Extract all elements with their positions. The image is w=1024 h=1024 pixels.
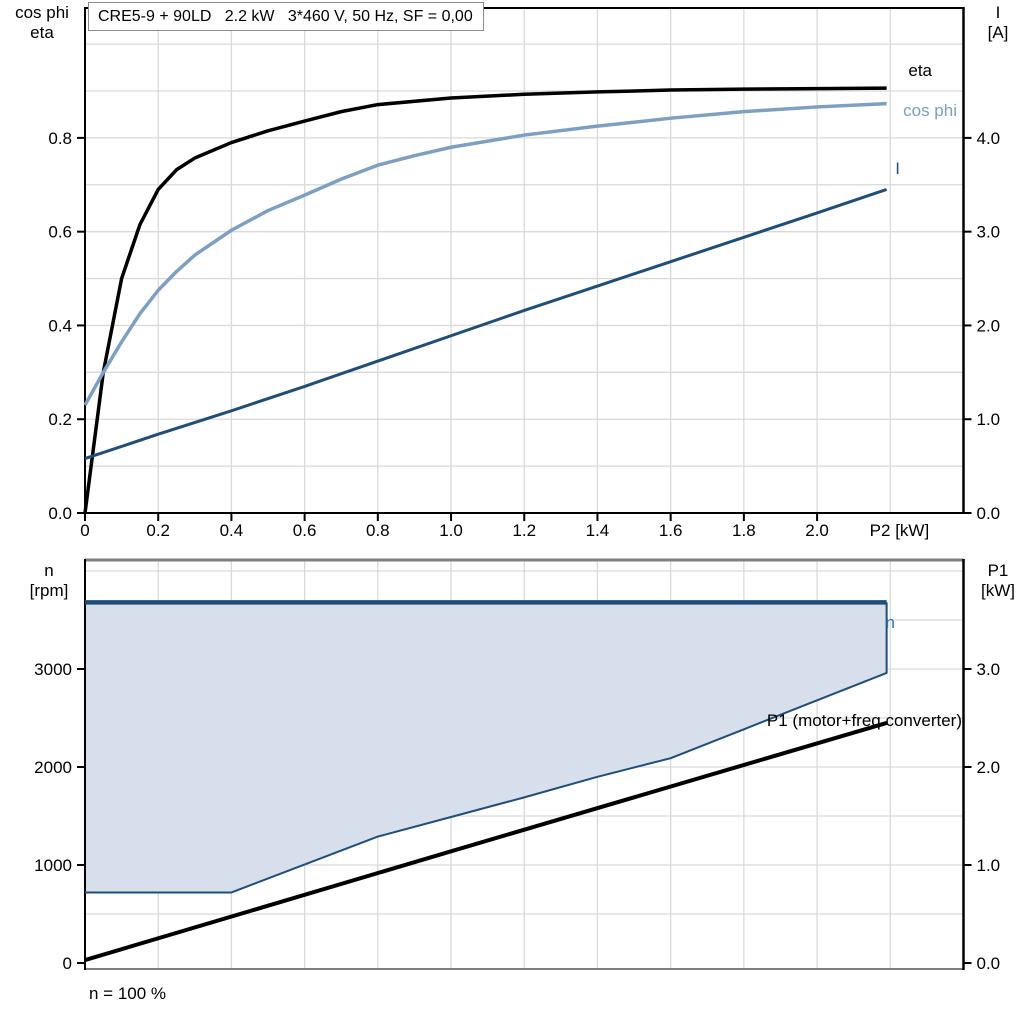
right-axis-tick-label: 2.0 bbox=[977, 758, 1001, 777]
series-i bbox=[84, 188, 888, 461]
eta-axis-label: eta bbox=[30, 23, 54, 42]
right-axis-tick-label: 1.0 bbox=[977, 856, 1001, 875]
top-left-axis-header: cos phi eta bbox=[4, 3, 80, 43]
eta-curve-label: eta bbox=[908, 61, 932, 80]
p1-axis-label: P1 bbox=[987, 561, 1009, 580]
right-axis-tick-label: 2.0 bbox=[977, 316, 1001, 335]
right-axis-tick-label: 0.0 bbox=[977, 954, 1001, 973]
current-axis-label: I bbox=[995, 3, 1001, 22]
x-axis-tick-label: 1.6 bbox=[659, 521, 683, 540]
left-axis-tick-label: 1000 bbox=[34, 856, 72, 875]
speed-operating-range-area bbox=[85, 602, 887, 893]
bottom-right-axis-header: P1 [kW] bbox=[970, 561, 1024, 601]
x-axis-tick-label: 1.2 bbox=[512, 521, 536, 540]
top-right-axis-header: I [A] bbox=[972, 3, 1024, 43]
x-axis-tick-label: 0 bbox=[80, 521, 89, 540]
speed-footnote: n = 100 % bbox=[89, 984, 167, 1003]
x-axis-tick-label: 2.0 bbox=[805, 521, 829, 540]
right-axis-tick-label: 4.0 bbox=[977, 129, 1001, 148]
x-axis-tick-label: 0.8 bbox=[366, 521, 390, 540]
left-axis-tick-label: 0.8 bbox=[48, 129, 72, 148]
x-axis-tick-label: 1.4 bbox=[586, 521, 610, 540]
left-axis-tick-label: 3000 bbox=[34, 660, 72, 679]
bottom-left-axis-header: n [rpm] bbox=[16, 561, 82, 601]
left-axis-tick-label: 2000 bbox=[34, 758, 72, 777]
left-axis-tick-label: 0 bbox=[63, 954, 72, 973]
left-axis-tick-label: 0.0 bbox=[48, 504, 72, 523]
series-cos-phi bbox=[83, 101, 887, 407]
series-eta bbox=[83, 86, 887, 514]
chart-title: CRE5-9 + 90LD 2.2 kW 3*460 V, 50 Hz, SF … bbox=[88, 2, 484, 31]
current-curve-label: I bbox=[895, 159, 900, 178]
current-unit-label: [A] bbox=[987, 23, 1009, 42]
right-axis-tick-label: 0.0 bbox=[977, 504, 1001, 523]
speed-axis-label: n bbox=[44, 561, 54, 580]
x-axis-title: P2 [kW] bbox=[870, 521, 930, 540]
x-axis-tick-label: 0.4 bbox=[220, 521, 244, 540]
series-p1-motor-freq-converter- bbox=[84, 720, 888, 962]
p1-curve-label: P1 (motor+freq.converter) bbox=[766, 711, 962, 730]
right-axis-tick-label: 3.0 bbox=[977, 660, 1001, 679]
left-axis-tick-label: 0.2 bbox=[48, 410, 72, 429]
x-axis-tick-label: 1.0 bbox=[439, 521, 463, 540]
x-axis-tick-label: 1.8 bbox=[732, 521, 756, 540]
x-axis-tick-label: 0.6 bbox=[293, 521, 317, 540]
right-axis-tick-label: 3.0 bbox=[977, 223, 1001, 242]
right-axis-tick-label: 1.0 bbox=[977, 410, 1001, 429]
x-axis-tick-label: 0.2 bbox=[146, 521, 170, 540]
p1-unit-label: [kW] bbox=[981, 581, 1015, 600]
speed-unit-label: [rpm] bbox=[29, 581, 69, 600]
series-n-lower-boundary bbox=[85, 602, 888, 894]
cos-phi-axis-label: cos phi bbox=[15, 3, 69, 22]
left-axis-tick-label: 0.6 bbox=[48, 223, 72, 242]
cos-phi-curve-label: cos phi bbox=[903, 101, 957, 120]
speed-curve-label: n bbox=[885, 613, 895, 632]
left-axis-tick-label: 0.4 bbox=[48, 316, 72, 335]
